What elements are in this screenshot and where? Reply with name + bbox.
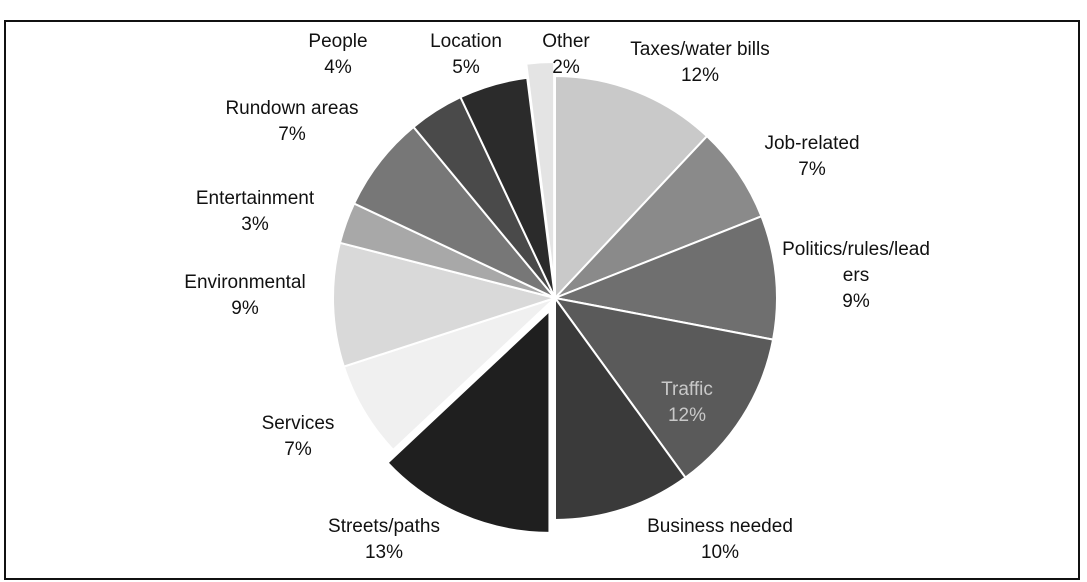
slice-label-value: 13% <box>364 542 404 563</box>
slice-label-name: Entertainment <box>195 188 315 209</box>
slice-label-streets-paths: Streets/paths 13% <box>328 514 440 566</box>
pie-slice-business-needed <box>554 294 687 522</box>
slice-label-name: Environmental <box>184 272 306 293</box>
slice-label-value: 10% <box>700 542 740 563</box>
slice-label-value: 7% <box>284 439 312 460</box>
slice-label-value: 9% <box>231 298 259 319</box>
slice-label-services: Services 7% <box>262 411 335 463</box>
slice-label-value: 2% <box>552 57 580 78</box>
slice-label-name: Other <box>542 31 590 52</box>
pie-slice-taxes-water-bills <box>554 74 709 301</box>
slice-label-name: Traffic <box>661 379 713 400</box>
slice-label-value: 12% <box>680 65 720 86</box>
slice-label-rundown-areas: Rundown areas 7% <box>225 96 358 148</box>
slice-label-name: Streets/paths <box>328 516 440 537</box>
pie-slice-traffic <box>552 296 775 479</box>
slice-label-value: 4% <box>324 57 352 78</box>
slice-label-name: Politics/rules/lead <box>782 239 930 260</box>
slice-label-value: 3% <box>241 214 269 235</box>
slice-label-name: Taxes/water bills <box>630 39 770 60</box>
slice-label-name-continued: ers <box>842 265 870 286</box>
slice-label-environmental: Environmental 9% <box>184 270 305 322</box>
slice-label-name: Location <box>430 31 502 52</box>
slice-label-value: 9% <box>842 291 870 312</box>
slice-label-location: Location 5% <box>430 29 502 81</box>
slice-label-job-related: Job-related 7% <box>764 131 859 183</box>
slice-label-traffic: Traffic 12% <box>661 377 713 429</box>
slice-label-name: Business needed <box>647 516 793 537</box>
slice-label-other: Other 2% <box>542 29 590 81</box>
slice-label-name: Rundown areas <box>225 98 359 119</box>
slice-label-name: People <box>308 31 368 52</box>
slice-label-name: Job-related <box>764 133 860 154</box>
slice-label-taxes-water-bills: Taxes/water bills 12% <box>630 37 769 89</box>
slice-label-value: 5% <box>452 57 480 78</box>
pie-slice-environmental <box>332 241 559 368</box>
slice-label-people: People 4% <box>308 29 367 81</box>
slice-label-name: Services <box>261 413 335 434</box>
slice-label-value: 7% <box>278 124 306 145</box>
slice-label-business-needed: Business needed 10% <box>647 514 793 566</box>
slice-label-value: 7% <box>798 159 826 180</box>
pie-slice-other <box>525 61 556 285</box>
slice-label-politics-rules-leaders: Politics/rules/lead ers 9% <box>782 237 930 315</box>
pie-slice-streets-paths <box>386 308 551 534</box>
slice-label-value: 12% <box>667 405 707 426</box>
slice-label-entertainment: Entertainment 3% <box>196 186 314 238</box>
pie-slice-politics-rules-leaders <box>551 214 778 341</box>
